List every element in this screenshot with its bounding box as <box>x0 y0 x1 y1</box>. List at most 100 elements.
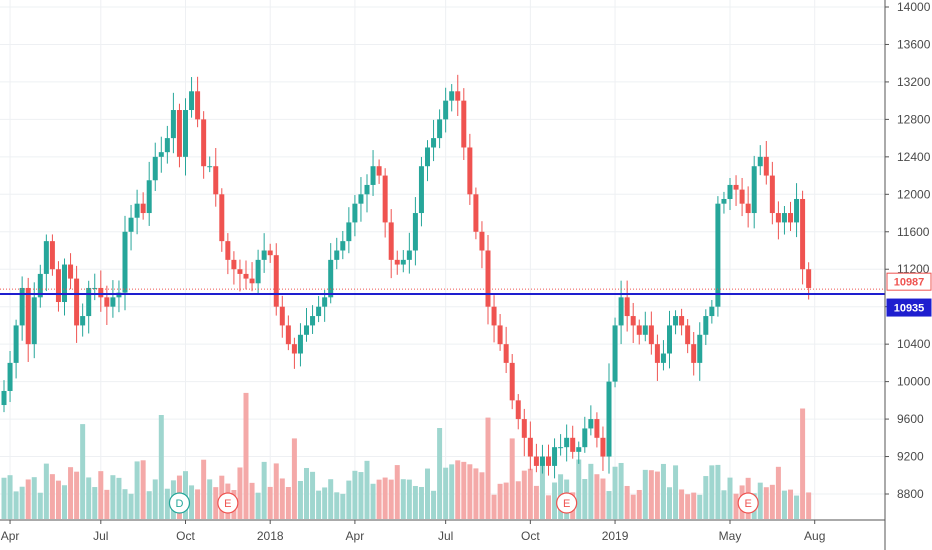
candle-body[interactable] <box>751 166 757 214</box>
candle-body[interactable] <box>775 213 781 223</box>
candle-body[interactable] <box>376 166 382 176</box>
candle-body[interactable] <box>328 259 334 298</box>
candle-body[interactable] <box>80 316 86 326</box>
candle-body[interactable] <box>781 213 787 223</box>
candle-body[interactable] <box>558 447 564 449</box>
candle-body[interactable] <box>600 437 606 457</box>
candle-body[interactable] <box>685 325 691 345</box>
candle-body[interactable] <box>570 437 576 452</box>
candle-body[interactable] <box>697 334 703 363</box>
dividend-marker[interactable] <box>168 492 191 514</box>
candle-body[interactable] <box>546 456 551 466</box>
candle-body[interactable] <box>727 184 733 199</box>
candle-body[interactable] <box>43 241 49 274</box>
candle-body[interactable] <box>636 325 642 335</box>
earnings-marker[interactable] <box>556 492 578 514</box>
candle-body[interactable] <box>13 325 19 363</box>
candle-body[interactable] <box>25 287 31 345</box>
candle-body[interactable] <box>237 269 243 274</box>
candle-body[interactable] <box>794 198 800 223</box>
candle-body[interactable] <box>806 269 812 288</box>
earnings-marker[interactable] <box>217 492 239 514</box>
candle-body[interactable] <box>158 152 164 157</box>
candle-body[interactable] <box>55 269 61 303</box>
candle-body[interactable] <box>134 203 140 218</box>
candle-body[interactable] <box>594 419 600 438</box>
candle-body[interactable] <box>467 147 473 195</box>
candle-body[interactable] <box>225 241 231 260</box>
candle-body[interactable] <box>412 213 418 251</box>
candle-body[interactable] <box>533 456 539 466</box>
candle-body[interactable] <box>231 259 237 270</box>
candle-body[interactable] <box>757 156 763 167</box>
candle-body[interactable] <box>273 255 279 307</box>
candle-body[interactable] <box>146 180 152 214</box>
candle-body[interactable] <box>763 156 769 176</box>
candle-body[interactable] <box>164 138 170 153</box>
candle-body[interactable] <box>503 344 509 363</box>
candle-body[interactable] <box>788 213 793 223</box>
candle-body[interactable] <box>7 362 13 391</box>
candle-body[interactable] <box>715 203 721 307</box>
candle-body[interactable] <box>400 259 406 265</box>
candle-body[interactable] <box>62 264 67 303</box>
candle-body[interactable] <box>370 166 376 185</box>
candle-body[interactable] <box>285 325 291 345</box>
candle-body[interactable] <box>552 447 558 466</box>
candle-body[interactable] <box>745 203 751 214</box>
candle-body[interactable] <box>673 316 679 326</box>
candle-body[interactable] <box>606 381 612 457</box>
candle-body[interactable] <box>243 273 249 279</box>
candle-body[interactable] <box>334 250 340 260</box>
candle-body[interactable] <box>679 316 685 326</box>
candle-body[interactable] <box>183 110 188 157</box>
candle-body[interactable] <box>769 175 775 214</box>
candle-body[interactable] <box>491 306 497 326</box>
candle-body[interactable] <box>733 184 739 190</box>
candle-body[interactable] <box>618 297 624 326</box>
candle-body[interactable] <box>630 316 636 326</box>
candle-body[interactable] <box>721 198 727 204</box>
candle-body[interactable] <box>642 325 648 335</box>
candle-body[interactable] <box>654 344 660 363</box>
candle-body[interactable] <box>624 297 630 317</box>
candle-body[interactable] <box>201 119 207 167</box>
candle-body[interactable] <box>431 138 437 148</box>
candle-body[interactable] <box>322 297 328 307</box>
candle-body[interactable] <box>485 250 491 307</box>
candle-body[interactable] <box>667 325 672 354</box>
candle-body[interactable] <box>122 231 128 293</box>
candle-body[interactable] <box>340 241 346 251</box>
candle-body[interactable] <box>68 264 74 279</box>
candle-body[interactable] <box>1 390 7 406</box>
candle-body[interactable] <box>31 297 37 345</box>
candle-body[interactable] <box>703 316 709 335</box>
earnings-marker[interactable] <box>737 492 759 514</box>
candle-body[interactable] <box>291 344 297 354</box>
candle-body[interactable] <box>509 362 515 401</box>
candle-body[interactable] <box>388 222 394 260</box>
candle-body[interactable] <box>92 287 98 289</box>
candle-body[interactable] <box>527 437 533 457</box>
candle-body[interactable] <box>800 198 806 270</box>
candle-body[interactable] <box>352 203 358 223</box>
candle-body[interactable] <box>267 250 273 256</box>
candle-body[interactable] <box>140 203 146 214</box>
candle-body[interactable] <box>98 287 104 298</box>
candle-body[interactable] <box>128 217 134 232</box>
candle-body[interactable] <box>170 110 176 139</box>
candle-body[interactable] <box>19 287 25 326</box>
candle-body[interactable] <box>316 306 322 317</box>
candle-body[interactable] <box>297 334 303 354</box>
candle-body[interactable] <box>443 100 449 120</box>
candle-body[interactable] <box>394 259 400 265</box>
candle-body[interactable] <box>219 194 225 242</box>
candle-body[interactable] <box>709 306 715 317</box>
candle-body[interactable] <box>37 273 43 298</box>
candle-body[interactable] <box>364 184 370 195</box>
candle-body[interactable] <box>588 419 594 429</box>
candle-body[interactable] <box>104 297 110 307</box>
candle-body[interactable] <box>612 325 618 382</box>
candle-body[interactable] <box>425 147 430 167</box>
